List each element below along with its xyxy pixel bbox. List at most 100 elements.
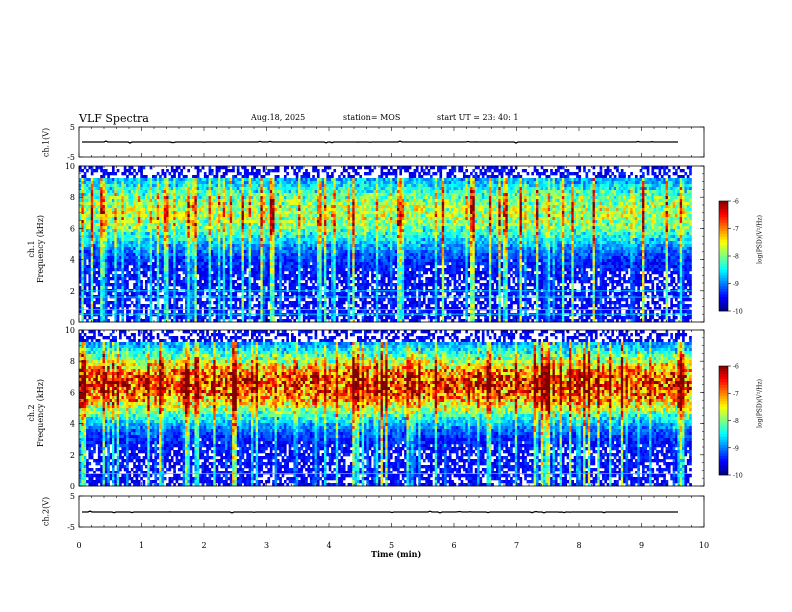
spec-cell [93, 190, 96, 194]
spec-cell [324, 217, 327, 221]
spec-cell [159, 250, 162, 254]
spec-cell [331, 232, 334, 236]
spec-cell [109, 220, 113, 224]
spec-cell [180, 169, 183, 173]
spec-cell [326, 262, 330, 266]
spec-cell [142, 319, 146, 323]
spec-cell [232, 223, 235, 227]
spec-cell [305, 178, 308, 182]
spec-cell [79, 256, 82, 260]
spec-cell [208, 292, 212, 296]
spec-cell [232, 193, 235, 197]
spec-cell [135, 184, 139, 188]
spec-cell [222, 271, 226, 275]
spec-cell [267, 229, 271, 233]
spec-cell [222, 274, 226, 278]
spec-cell [156, 220, 160, 224]
spec-cell [319, 214, 322, 218]
spec-cell [274, 286, 278, 290]
spec-cell [234, 199, 238, 203]
spec-cell [189, 298, 193, 302]
spec-cell [199, 271, 202, 275]
spec-cell [126, 310, 129, 314]
spec-cell [232, 226, 235, 230]
spec-cell [83, 199, 87, 203]
spec-cell [93, 202, 96, 206]
spec-cell [321, 265, 325, 269]
spec-cell [83, 313, 87, 317]
spec-cell [255, 247, 259, 251]
spec-cell [88, 259, 92, 263]
spec-cell [215, 283, 219, 287]
spec-cell [156, 247, 160, 251]
spec-cell [168, 241, 172, 245]
spec-cell [253, 193, 256, 197]
spec-cell [262, 175, 266, 179]
spec-cell [97, 223, 101, 227]
spec-cell [161, 244, 165, 248]
spec-cell [246, 244, 249, 248]
spec-cell [324, 202, 327, 206]
spec-cell [293, 244, 297, 248]
spec-cell [307, 238, 311, 242]
spec-cell [283, 175, 287, 179]
spec-cell [331, 277, 334, 281]
spec-cell [97, 193, 101, 197]
spec-cell [274, 196, 278, 200]
spec-cell [116, 259, 120, 263]
spec-cell [203, 202, 207, 206]
spec-cell [109, 262, 113, 266]
spec-cell [328, 220, 332, 224]
spec-cell [189, 286, 193, 290]
spec-cell [180, 319, 183, 323]
spec-cell [182, 316, 186, 320]
spec-cell [326, 211, 330, 215]
spec-cell [128, 172, 132, 176]
spec-cell [281, 259, 285, 263]
spec-cell [152, 271, 155, 275]
spec-cell [97, 274, 101, 278]
spec-cell [229, 262, 233, 266]
spec-cell [199, 277, 202, 281]
spec-cell [316, 292, 320, 296]
spec-cell [187, 307, 191, 311]
spec-cell [163, 268, 167, 272]
spec-cell [236, 223, 240, 227]
spec-cell [246, 202, 249, 206]
spec-cell [83, 211, 87, 215]
spec-cell [177, 217, 181, 221]
spec-cell [111, 214, 115, 218]
spec-cell [144, 292, 148, 296]
spec-cell [262, 235, 266, 239]
spec-cell [95, 319, 99, 323]
spec-cell [140, 229, 143, 233]
spec-cell [312, 307, 315, 311]
spec-cell [248, 262, 252, 266]
spec-cell [81, 235, 85, 239]
spec-cell [111, 199, 115, 203]
spec-cell [100, 208, 103, 212]
spec-cell [225, 193, 228, 197]
spec-cell [203, 241, 207, 245]
spec-cell [107, 244, 110, 248]
spec-cell [152, 229, 155, 233]
spec-cell [208, 256, 212, 260]
spec-cell [215, 211, 219, 215]
spec-cell [248, 250, 252, 254]
spec-cell [267, 217, 271, 221]
spec-cell [116, 319, 120, 323]
spec-cell [152, 247, 155, 251]
spec-cell [283, 313, 287, 317]
ch1-spectrogram [79, 166, 704, 323]
spec-cell [324, 250, 327, 254]
spec-cell [137, 292, 141, 296]
spec-cell [175, 307, 179, 311]
spec-cell [83, 238, 87, 242]
spec-cell [121, 190, 125, 194]
spec-cell [255, 250, 259, 254]
spec-cell [281, 307, 285, 311]
spec-cell [116, 262, 120, 266]
spec-cell [175, 283, 179, 287]
spec-cell [159, 229, 162, 233]
spec-cell [258, 268, 261, 272]
